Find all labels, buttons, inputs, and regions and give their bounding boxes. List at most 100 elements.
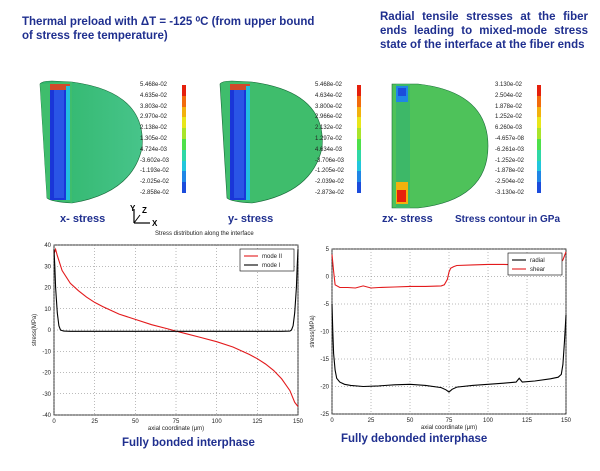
- colorbar-label: -2.039e-02: [315, 179, 345, 186]
- colorbar-label: -6.261e-03: [495, 146, 525, 153]
- y-stress-caption: y- stress: [228, 213, 274, 225]
- colorbar-label: -1.252e-02: [495, 157, 525, 164]
- y-tick-label: -15: [320, 357, 329, 363]
- colorbar-label: -3.602e-03: [140, 157, 170, 164]
- colorbar-label: 3.803e-02: [140, 103, 168, 110]
- y-axis-label: stress(MPa): [32, 314, 38, 346]
- axis-x-label: X: [152, 219, 158, 228]
- colorbar-label: -2.025e-02: [140, 179, 170, 186]
- colorbar-swatch: [182, 117, 186, 129]
- y-stress-contour: [219, 80, 323, 204]
- axis-triad-icon: Y Z X: [130, 204, 158, 228]
- colorbar-swatch: [182, 128, 186, 139]
- y-tick-label: 30: [44, 264, 51, 270]
- colorbar-swatch: [357, 149, 361, 161]
- colorbar-swatch: [182, 139, 186, 150]
- x-tick-label: 150: [561, 418, 572, 424]
- x-axis-label: axial coordinate (μm): [148, 426, 204, 432]
- colorbar-swatch: [537, 182, 541, 193]
- y-tick-label: -25: [320, 412, 329, 418]
- x-tick-label: 25: [368, 418, 375, 424]
- colorbar-swatch: [357, 85, 361, 96]
- colorbar-label: 1.878e-02: [495, 103, 523, 110]
- series-line-mode-II: [53, 247, 299, 407]
- y-tick-label: -20: [42, 371, 51, 377]
- colorbar-swatch: [182, 85, 186, 96]
- x-tick-label: 100: [212, 419, 223, 425]
- colorbar-label: 1.252e-02: [495, 114, 523, 121]
- colorbar-swatch: [537, 149, 541, 161]
- colorbar-label: -2.873e-02: [315, 190, 345, 196]
- y-tick-label: -40: [42, 413, 51, 419]
- colorbar-label: 4.634e-02: [315, 92, 343, 99]
- x-tick-label: 125: [252, 419, 263, 425]
- x-tick-label: 150: [293, 419, 304, 425]
- y-stress-colorbar: 5.468e-02 4.634e-02 3.800e-02 2.966e-02 2.13…: [315, 82, 375, 204]
- x-tick-label: 75: [446, 418, 453, 424]
- left-bottom-caption: Fully bonded interphase: [122, 437, 255, 449]
- x-tick-label: 25: [91, 419, 98, 425]
- x-axis-label: axial coordinate (μm): [421, 425, 477, 431]
- colorbar-label: 6.260e-03: [495, 125, 523, 132]
- colorbar-label: -4.657e-08: [495, 136, 525, 142]
- y-tick-label: 20: [44, 286, 51, 292]
- colorbar-swatch: [182, 95, 186, 107]
- fully-bonded-chart: 0 25 50 75 100 125 150403020100-10-20-30-40axi…: [32, 243, 304, 432]
- y-tick-label: -20: [320, 385, 329, 391]
- colorbar-label: -1.193e-02: [140, 168, 170, 175]
- legend-label: mode II: [262, 254, 282, 260]
- y-tick-label: -30: [42, 392, 51, 398]
- colorbar-swatch: [357, 128, 361, 139]
- colorbar-label: 2.138e-02: [140, 125, 168, 132]
- colorbar-label: -3.706e-03: [315, 157, 345, 164]
- colorbar-swatch: [537, 95, 541, 107]
- y-tick-label: -10: [320, 330, 329, 336]
- series-line-mode-I: [53, 249, 299, 332]
- legend-label: mode I: [262, 263, 281, 269]
- y-tick-label: 0: [48, 328, 52, 334]
- colorbar-label: -1.878e-02: [495, 168, 525, 175]
- colorbar-swatch: [357, 160, 361, 172]
- colorbar-label: 1.305e-02: [140, 136, 168, 142]
- right-bottom-caption: Fully debonded interphase: [341, 433, 488, 445]
- colorbar-label: 3.130e-02: [495, 82, 523, 88]
- legend-label: shear: [530, 267, 545, 273]
- y-tick-label: 40: [44, 243, 51, 249]
- colorbar-label: 5.468e-02: [315, 82, 343, 88]
- right-title: Radial tensile stresses at the fiber end…: [380, 11, 588, 51]
- legend-label: radial: [530, 258, 545, 264]
- colorbar-label: 3.800e-02: [315, 103, 343, 110]
- y-tick-label: -5: [324, 302, 330, 308]
- colorbar-label: 5.468e-02: [140, 82, 168, 88]
- x-stress-caption: x- stress: [60, 213, 106, 225]
- colorbar-swatch: [537, 160, 541, 172]
- y-tick-label: 5: [326, 247, 330, 253]
- y-tick-label: 10: [44, 307, 51, 313]
- colorbar-swatch: [357, 106, 361, 118]
- zx-stress-colorbar: 3.130e-02 2.504e-02 1.878e-02 1.252e-02 6.26…: [495, 82, 555, 204]
- x-tick-label: 125: [522, 418, 533, 424]
- colorbar-label: -3.130e-02: [495, 190, 525, 196]
- colorbar-swatch: [537, 171, 541, 183]
- colorbar-swatch: [182, 182, 186, 193]
- interface-note: Stress distribution along the interface: [155, 231, 254, 237]
- colorbar-label: 4.635e-02: [140, 92, 168, 99]
- y-tick-label: -10: [42, 349, 51, 355]
- axis-y-label: Y: [130, 204, 136, 213]
- colorbar-swatch: [537, 117, 541, 129]
- x-tick-label: 0: [52, 419, 56, 425]
- colorbar-label: 4.634e-03: [315, 146, 343, 153]
- zx-stress-contour: [391, 83, 489, 209]
- colorbar-label: 2.966e-02: [315, 114, 343, 121]
- y-axis-label: stress(MPa): [310, 315, 316, 347]
- colorbar-swatch: [182, 149, 186, 161]
- colorbar-label: 2.132e-02: [315, 125, 343, 132]
- series-line-radial: [331, 303, 567, 393]
- colorbar-swatch: [182, 160, 186, 172]
- x-stress-colorbar: 5.468e-02 4.635e-02 3.803e-02 2.970e-02 2.13…: [140, 82, 200, 204]
- colorbar-swatch: [182, 106, 186, 118]
- colorbar-swatch: [537, 85, 541, 96]
- colorbar-label: -2.504e-02: [495, 179, 525, 186]
- colorbar-label: -1.205e-02: [315, 168, 345, 175]
